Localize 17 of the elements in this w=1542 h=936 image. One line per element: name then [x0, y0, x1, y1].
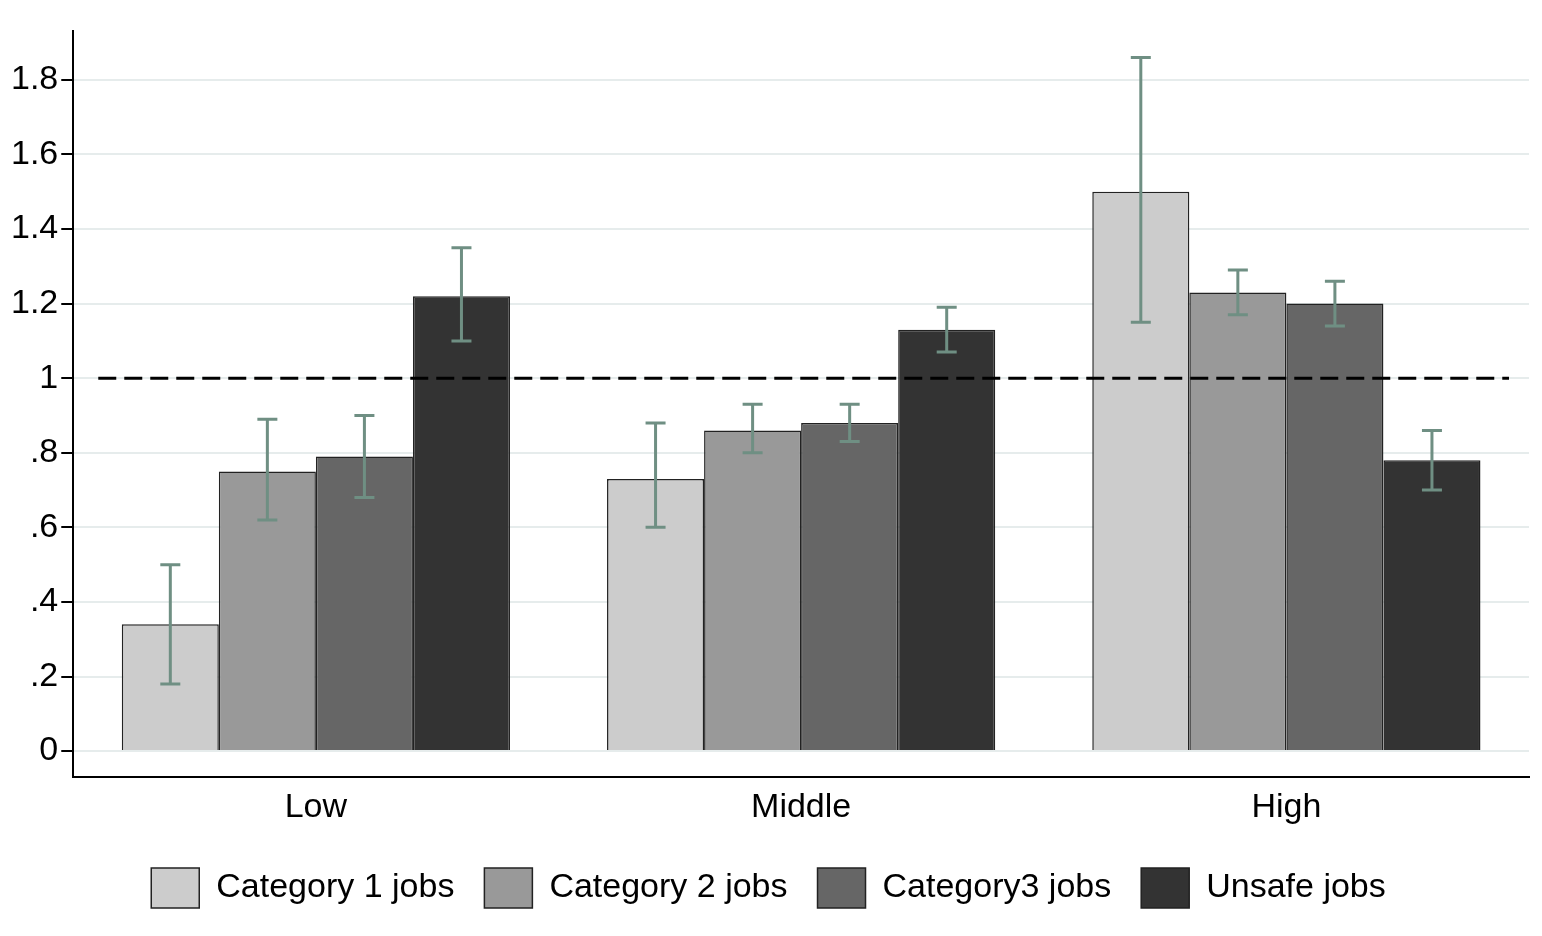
- legend-label: Category 1 jobs: [216, 866, 455, 905]
- x-tick-label: Low: [284, 785, 348, 824]
- y-tick-label: .2: [29, 654, 59, 693]
- x-tick-label: Middle: [751, 785, 852, 824]
- y-tick-label: .4: [29, 580, 59, 619]
- y-tick-label: 1.6: [11, 132, 59, 171]
- legend-label: Category3 jobs: [882, 866, 1112, 905]
- y-tick-label: 1.8: [11, 58, 59, 97]
- y-tick-label: .6: [29, 505, 59, 544]
- legend-label: Unsafe jobs: [1206, 866, 1386, 905]
- y-tick-label: .8: [29, 431, 59, 470]
- y-tick-label: 1: [39, 356, 59, 395]
- legend-label: Category 2 jobs: [549, 866, 788, 905]
- x-tick-label: High: [1251, 785, 1322, 824]
- y-tick-label: 1.4: [11, 207, 59, 246]
- y-tick-label: 1.2: [11, 281, 59, 320]
- y-tick-label: 0: [39, 729, 59, 768]
